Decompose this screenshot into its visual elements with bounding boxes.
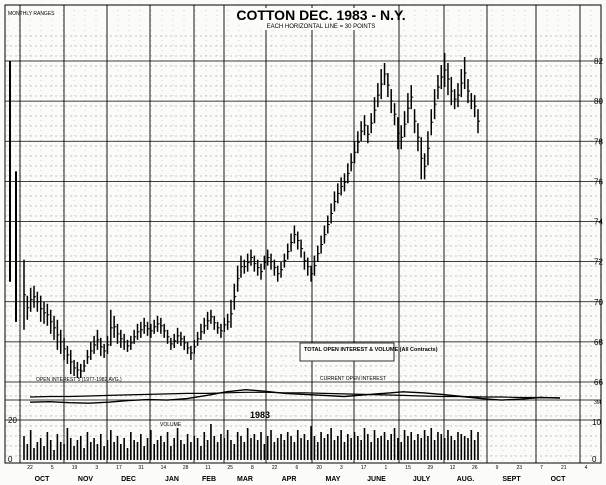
week-day-label: 19 — [72, 465, 78, 471]
minor-grid — [5, 5, 601, 463]
week-day-label: 31 — [138, 465, 144, 471]
title-backdrop — [247, 8, 395, 30]
oi-average-line — [29, 391, 561, 399]
legend-box — [299, 342, 395, 362]
week-day-label: 29 — [428, 465, 434, 471]
right-axis-tick-label: 80 — [594, 97, 603, 106]
right-axis-tick-label: 72 — [594, 258, 603, 267]
current-oi-line — [29, 388, 561, 404]
month-labels: OCT NOV DEC JAN FEB MAR APR MAY JUNE JULY AUG. SEPT… — [35, 476, 567, 483]
week-day-label: 26 — [472, 465, 478, 471]
corner-label: MONTHLY RANGES — [8, 11, 55, 17]
price-bars — [9, 52, 480, 378]
volume-label: VOLUME — [160, 422, 182, 428]
month-label: SEPT — [502, 476, 521, 483]
week-day-label: 3 — [95, 465, 98, 471]
week-day-label: 14 — [161, 465, 167, 471]
week-day-label: 22 — [272, 465, 278, 471]
month-label: JUNE — [367, 476, 386, 483]
week-day-label: 17 — [116, 465, 122, 471]
right-axis-tick-label: 82 — [594, 57, 603, 66]
week-day-label: 11 — [205, 465, 210, 471]
current-oi-label: CURRENT OPEN INTEREST — [320, 376, 386, 382]
legend-text: TOTAL OPEN INTEREST & VOLUME (All Contra… — [304, 347, 438, 353]
week-day-label: 8 — [251, 465, 254, 471]
left-volume-tick-top: 20 — [8, 416, 17, 425]
week-day-label: 1 — [384, 465, 387, 471]
chart-subtitle: EACH HORIZONTAL LINE = 30 POINTS — [267, 24, 376, 30]
right-axis-tick-label: 66 — [594, 378, 603, 387]
week-day-label: 9 — [496, 465, 499, 471]
chart-title: COTTON DEC. 1983 - N.Y. — [236, 7, 405, 23]
week-day-label: 28 — [183, 465, 189, 471]
right-volume-tick-top: 10 — [592, 418, 601, 427]
week-day-label: 20 — [316, 465, 322, 471]
week-day-label: 5 — [51, 465, 54, 471]
month-label: FEB — [202, 476, 216, 483]
right-axis-tick-label: 78 — [594, 137, 603, 146]
month-label: DEC — [121, 476, 136, 483]
month-divider-lines — [19, 5, 581, 463]
right-volume-tick-bottom: 0 — [592, 455, 597, 464]
right-axis-tick-label: 70 — [594, 298, 603, 307]
month-label: OCT — [551, 476, 567, 483]
week-day-label: 22 — [27, 465, 33, 471]
week-day-label: 21 — [561, 465, 567, 471]
plot-frame — [4, 4, 602, 464]
week-day-label: 23 — [516, 465, 522, 471]
oi-avg-label: OPEN INTEREST 5 (1977-1982 AVG.) — [36, 377, 122, 383]
left-volume-tick-bottom: 0 — [8, 455, 13, 464]
year-label: 1983 — [250, 410, 270, 420]
week-day-label: 15 — [405, 465, 411, 471]
oi-right-label: 3M — [594, 400, 601, 406]
month-label: JULY — [413, 476, 431, 483]
week-day-label: 3 — [340, 465, 343, 471]
week-day-label: 12 — [450, 465, 456, 471]
month-label: APR — [282, 476, 297, 483]
month-label: AUG. — [457, 476, 475, 483]
week-day-label: 6 — [295, 465, 298, 471]
month-label: JAN — [165, 476, 179, 483]
right-axis-tick-label: 76 — [594, 177, 603, 186]
week-day-label: 7 — [540, 465, 543, 471]
volume-bars — [23, 424, 479, 460]
right-axis-tick-label: 68 — [594, 338, 603, 347]
week-day-label: 4 — [585, 465, 588, 471]
right-axis: 82 80 78 76 74 72 70 68 66 — [594, 57, 603, 387]
month-label: MAY — [326, 476, 341, 483]
week-day-labels: 22 5 19 3 17 31 14 28 11 25 8 22 6 20 3 17 1 15 29 12 26 9 23 7… — [27, 465, 587, 471]
major-grid — [5, 60, 601, 421]
open-interest-lines — [29, 388, 561, 404]
month-label: NOV — [78, 476, 94, 483]
week-day-label: 17 — [361, 465, 367, 471]
month-label: MAR — [237, 476, 253, 483]
week-day-label: 25 — [227, 465, 233, 471]
month-label: OCT — [35, 476, 51, 483]
right-axis-tick-label: 74 — [594, 218, 603, 227]
